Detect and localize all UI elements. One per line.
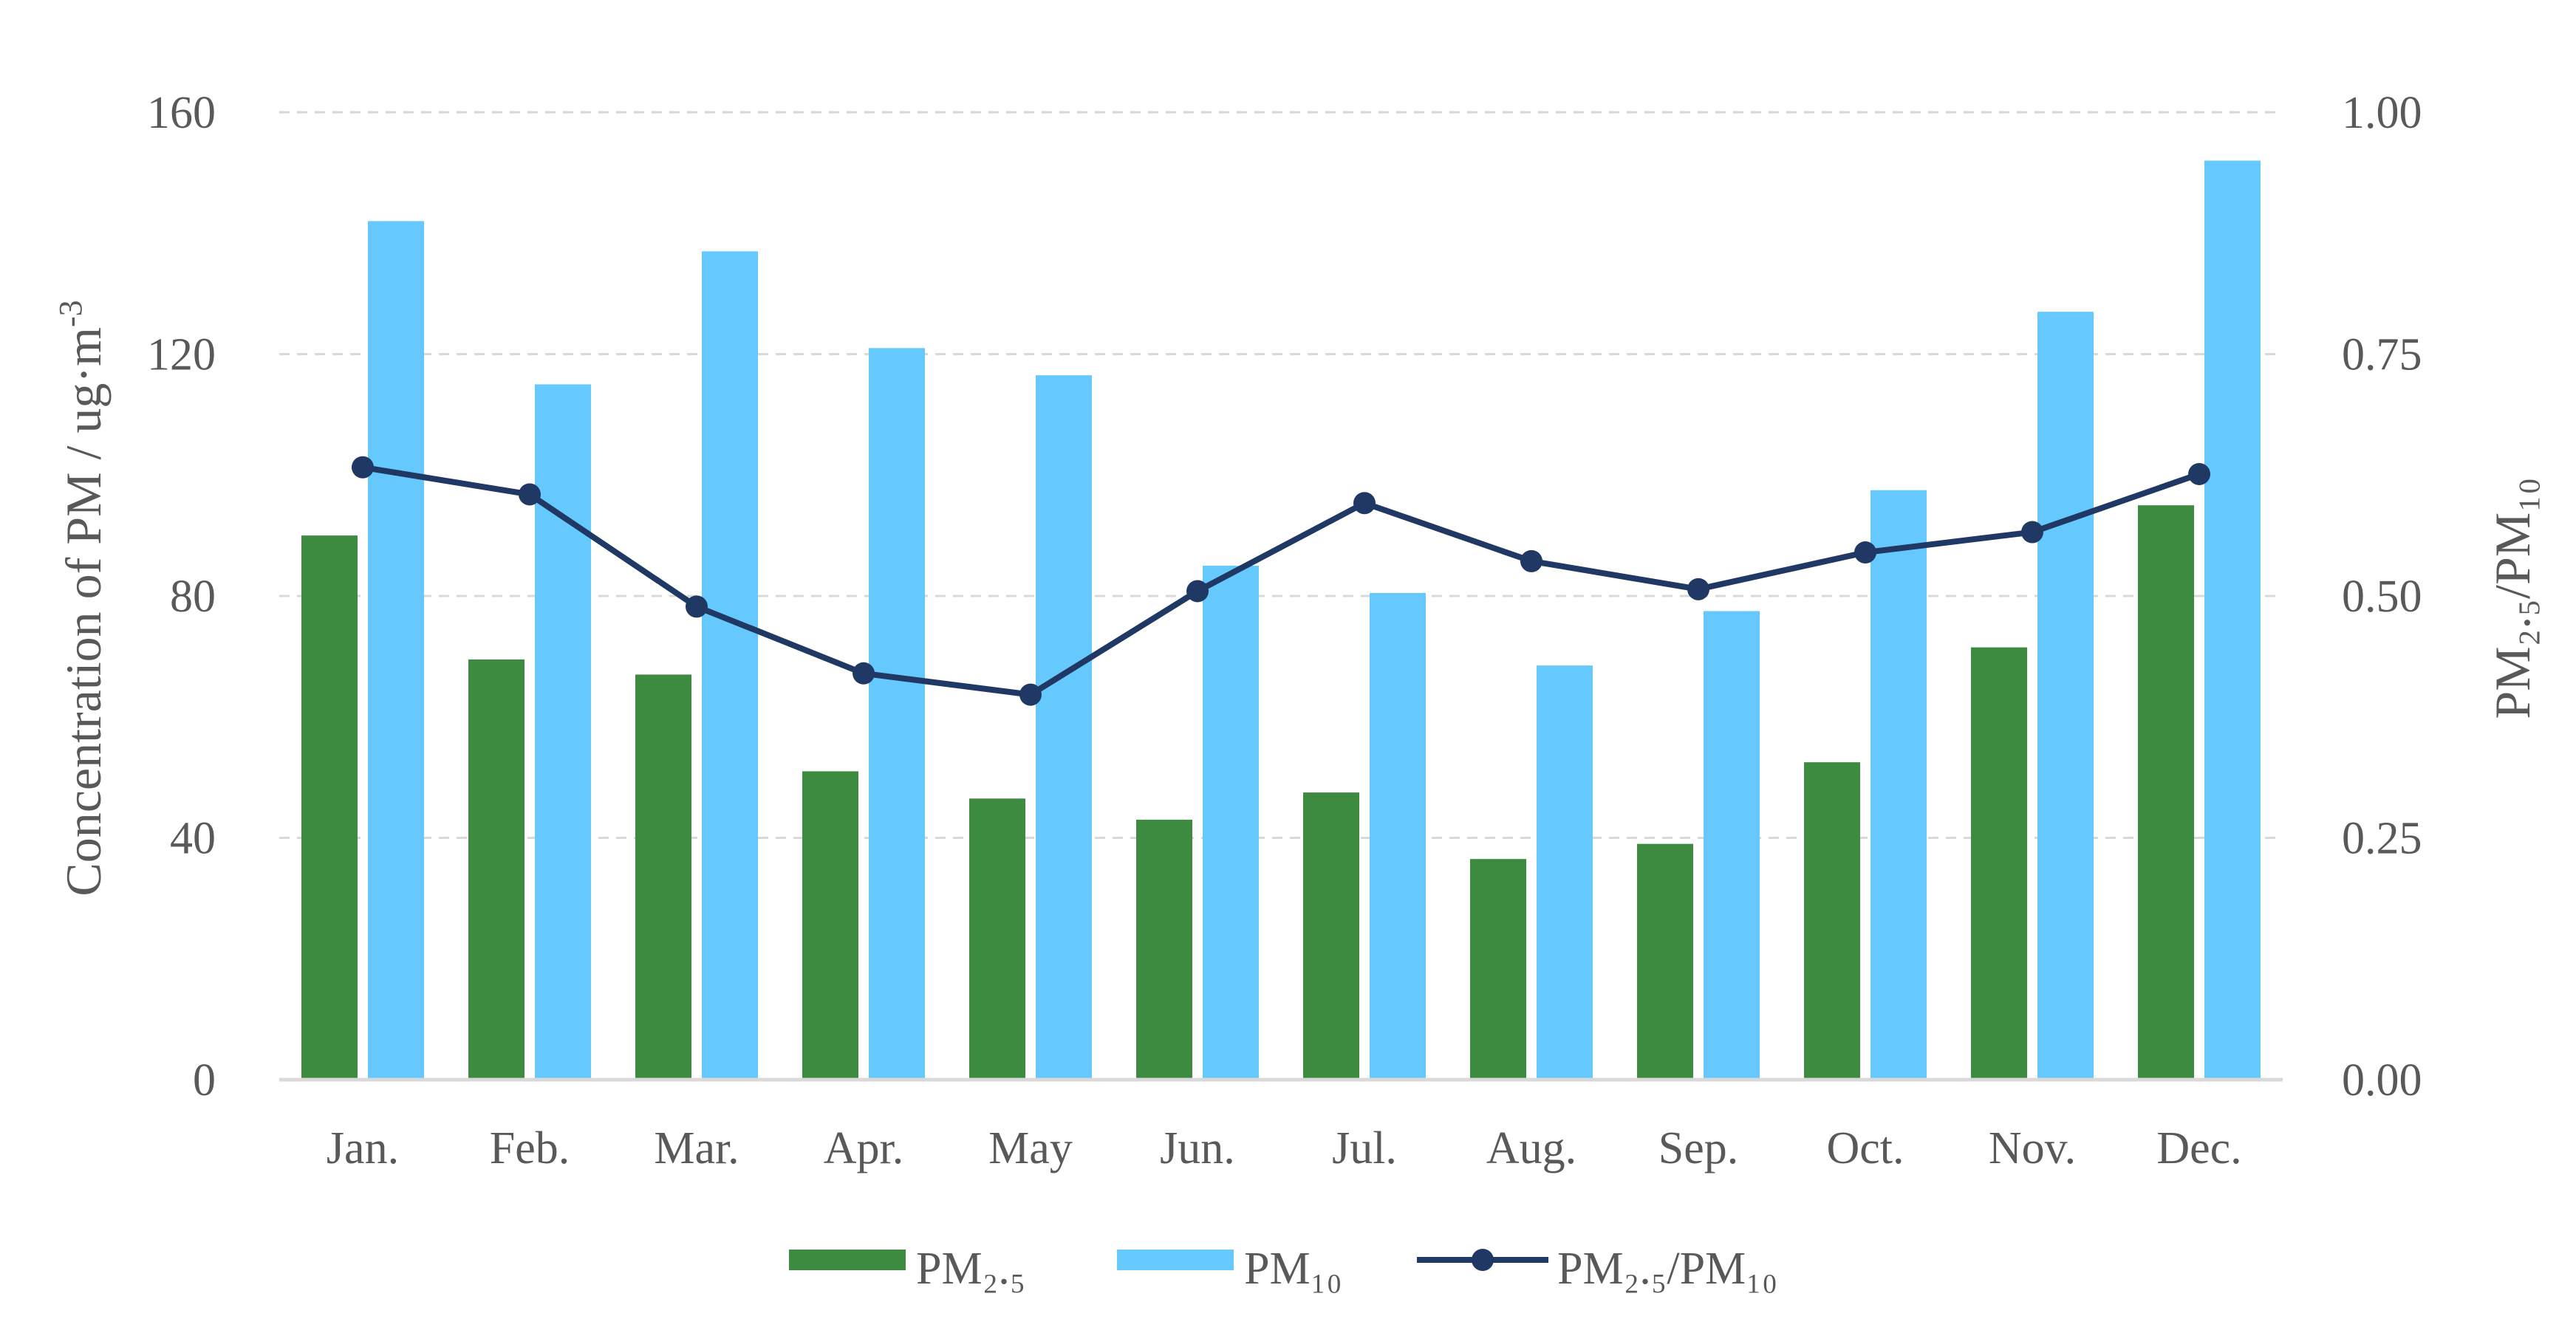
legend-swatch [789,1250,906,1270]
legend-label: PM₂.₅/PM₁₀ [1557,1244,1777,1294]
x-axis-ticks: Jan. Feb. Mar. Apr. May Jun. Jul. Aug. Sep. Oct. N… [327,1123,2242,1173]
x-tick-label: Jul. [1332,1123,1397,1173]
x-tick-label: May [988,1123,1073,1173]
gridlines [279,111,2283,839]
x-tick-label: Mar. [654,1123,739,1173]
pm25-bar-10 [1804,762,1860,1080]
ratio-point-1 [352,456,374,479]
ratio-point-4 [853,662,875,685]
legend: PM₂.₅ PM₁₀ PM₂.₅/PM₁₀ [789,1244,1777,1294]
pm10-bar-4 [869,348,925,1080]
y2-tick-label: 0.50 [2342,572,2422,622]
ratio-point-10 [1854,541,1876,564]
y-axis-title: Concentration of PM / ug·m-3 [52,300,112,896]
y-axis-title-superscript: -3 [52,300,89,327]
ratio-point-9 [1687,578,1709,600]
pm25-bar-8 [1470,859,1526,1080]
y2-tick-label: 0.25 [2342,814,2422,864]
legend-item-2: PM₁₀ [1117,1244,1342,1294]
pm10-bar-2 [535,384,591,1080]
x-tick-label: Feb. [490,1123,570,1173]
pm10-bar-5 [1036,375,1092,1080]
pm10-bar-9 [1704,611,1760,1080]
legend-label: PM₁₀ [1244,1244,1342,1294]
ratio-point-12 [2188,462,2210,485]
pm25-bar-4 [802,771,858,1080]
x-tick-label: Dec. [2156,1123,2241,1173]
ratio-point-7 [1353,492,1376,515]
legend-label: PM₂.₅ [916,1244,1025,1294]
y-tick-label: 0 [193,1055,216,1106]
pm25-bar-3 [635,674,691,1080]
y2-axis-ticks: 0.00 0.25 0.50 0.75 1.00 [2342,88,2422,1106]
pm25-bar-5 [969,798,1025,1080]
pm25-bar-11 [1971,647,2027,1080]
pm25-bar-6 [1136,819,1192,1080]
pm10-bar-1 [368,221,424,1080]
legend-marker [1472,1249,1494,1271]
pm25-bar-9 [1637,843,1693,1080]
pm10-bar-8 [1537,665,1593,1080]
x-tick-label: Aug. [1486,1123,1576,1173]
pm25-bar-7 [1303,792,1359,1080]
x-tick-label: Jun. [1160,1123,1235,1173]
x-tick-label: Jan. [327,1123,399,1173]
pm10-bar-3 [702,251,758,1080]
ratio-line-path [362,464,2201,698]
legend-item-1: PM₂.₅ [789,1244,1025,1294]
y2-axis-title: PM₂.₅/PM₁₀ [2484,477,2541,719]
y2-tick-label: 0.00 [2342,1055,2422,1106]
y-tick-label: 40 [170,814,216,864]
pm10-bar-11 [2037,312,2094,1080]
y2-tick-label: 1.00 [2342,88,2422,138]
ratio-point-6 [1186,580,1209,603]
y-tick-label: 160 [147,88,216,138]
pm25-bar-2 [468,659,525,1080]
y2-tick-label: 0.75 [2342,330,2422,380]
pm25-bar-1 [301,535,358,1080]
legend-item-3: PM₂.₅/PM₁₀ [1417,1244,1777,1294]
pm10-bar-6 [1203,566,1259,1080]
y-tick-label: 80 [170,572,216,622]
ratio-point-11 [2021,521,2043,544]
ratio-point-2 [519,483,541,506]
y-axis-ticks: 0 40 80 120 160 [147,88,216,1106]
pm10-bar-10 [1870,490,1927,1080]
x-tick-label: Apr. [824,1123,904,1173]
y-axis-title-main: Concentration of PM / ug·m [55,327,112,897]
x-tick-label: Oct. [1826,1123,1904,1173]
ratio-point-8 [1520,549,1542,572]
y-tick-label: 120 [147,330,216,380]
x-tick-label: Sep. [1658,1123,1739,1173]
pm25-bar-12 [2138,505,2194,1080]
bar-series [301,160,2261,1080]
x-tick-label: Nov. [1989,1123,2076,1173]
pm10-bar-7 [1370,592,1426,1080]
legend-swatch [1117,1250,1234,1270]
ratio-line-series [352,456,2210,706]
ratio-point-5 [1019,683,1042,706]
ratio-point-3 [686,595,708,618]
pm10-bar-12 [2204,160,2261,1080]
